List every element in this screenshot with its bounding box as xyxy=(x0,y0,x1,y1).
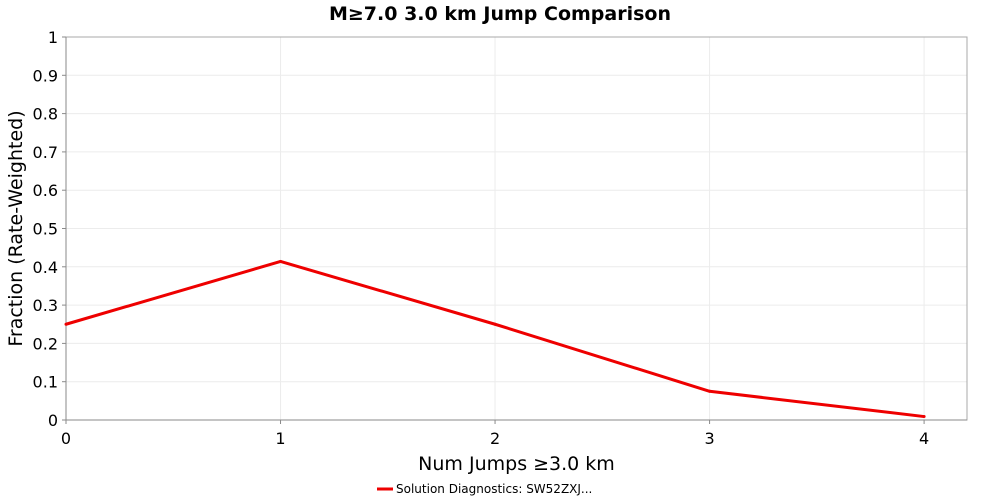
legend: Solution Diagnostics: SW52ZXJ... xyxy=(377,482,592,496)
x-tick-label: 0 xyxy=(61,429,71,448)
x-axis-label: Num Jumps ≥3.0 km xyxy=(418,453,615,475)
data-point xyxy=(64,322,68,326)
y-tick-label: 0.1 xyxy=(33,373,58,392)
x-tick-label: 3 xyxy=(704,429,714,448)
data-point xyxy=(493,322,497,326)
legend-label-series-1: Solution Diagnostics: SW52ZXJ... xyxy=(396,482,592,496)
x-tick-label: 4 xyxy=(919,429,929,448)
y-tick-label: 0.3 xyxy=(33,296,58,315)
x-tick-label: 1 xyxy=(275,429,285,448)
y-tick-label: 0.8 xyxy=(33,105,58,124)
grid xyxy=(66,36,967,420)
chart-title: M≥7.0 3.0 km Jump Comparison xyxy=(329,3,671,25)
y-tick-label: 0.4 xyxy=(33,258,58,277)
x-tick-label: 2 xyxy=(490,429,500,448)
y-axis-label: Fraction (Rate-Weighted) xyxy=(5,110,27,346)
y-tick-label: 0 xyxy=(48,411,58,430)
data-point xyxy=(708,389,712,393)
y-tick-label: 0.5 xyxy=(33,220,58,239)
data-point xyxy=(922,415,926,419)
axes: 0 0.1 0.2 0.3 0.4 0.5 0.6 0.7 0.8 0.9 1 0 1 2 3 4 xyxy=(33,28,967,448)
data-point xyxy=(279,259,283,263)
series-layer xyxy=(64,259,926,419)
y-tick-label: 0.9 xyxy=(33,66,58,85)
y-tick-label: 0.6 xyxy=(33,181,58,200)
y-tick-label: 0.2 xyxy=(33,334,58,353)
y-tick-label: 1 xyxy=(48,28,58,47)
y-tick-label: 0.7 xyxy=(33,143,58,162)
